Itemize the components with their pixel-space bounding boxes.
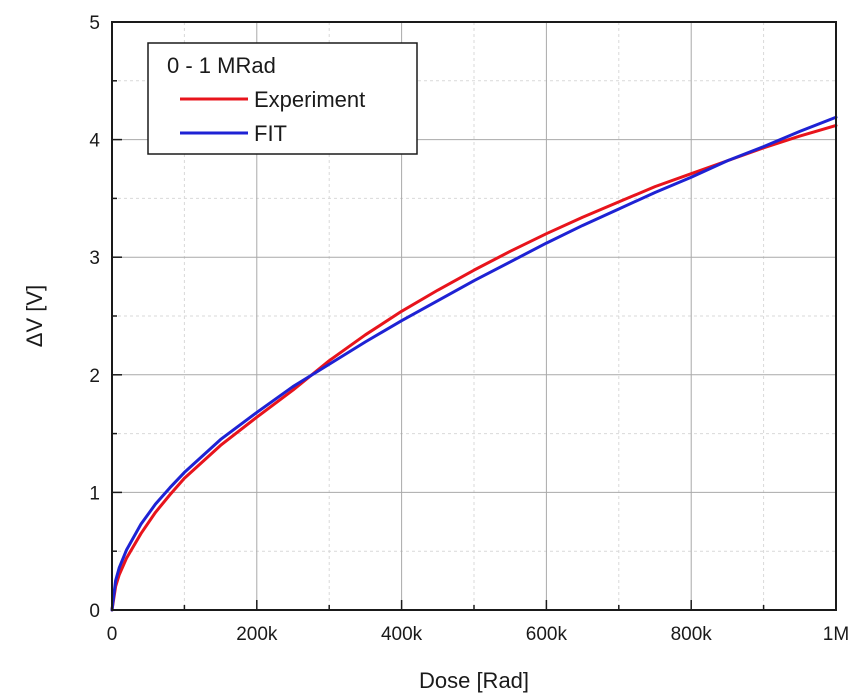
legend-label-experiment: Experiment xyxy=(254,87,365,112)
x-tick-label: 400k xyxy=(381,624,423,645)
y-tick-label: 4 xyxy=(89,131,100,152)
x-tick-label: 800k xyxy=(671,624,713,645)
y-tick-label: 5 xyxy=(89,13,100,34)
series-lines xyxy=(110,115,838,612)
x-tick-label: 200k xyxy=(236,624,278,645)
axis-ticks xyxy=(111,21,837,611)
y-tick-label: 2 xyxy=(89,366,100,387)
y-tick-labels: 0 1 2 3 4 5 xyxy=(89,13,100,622)
x-tick-labels: 0 200k 400k 600k 800k 1M xyxy=(107,624,849,645)
y-tick-label: 3 xyxy=(89,248,100,269)
legend-label-fit: FIT xyxy=(254,121,287,146)
x-tick-label: 600k xyxy=(526,624,568,645)
legend-title: 0 - 1 MRad xyxy=(167,53,276,78)
x-axis-title: Dose [Rad] xyxy=(419,668,529,693)
y-tick-label: 1 xyxy=(89,483,100,504)
series-line-experiment xyxy=(110,123,838,612)
y-tick-label: 0 xyxy=(89,601,100,622)
series-line-fit xyxy=(110,115,838,612)
x-tick-label: 1M xyxy=(823,624,849,645)
legend: 0 - 1 MRad Experiment FIT xyxy=(147,42,418,155)
x-tick-label: 0 xyxy=(107,624,118,645)
y-axis-title: ΔV [V] xyxy=(22,285,47,347)
